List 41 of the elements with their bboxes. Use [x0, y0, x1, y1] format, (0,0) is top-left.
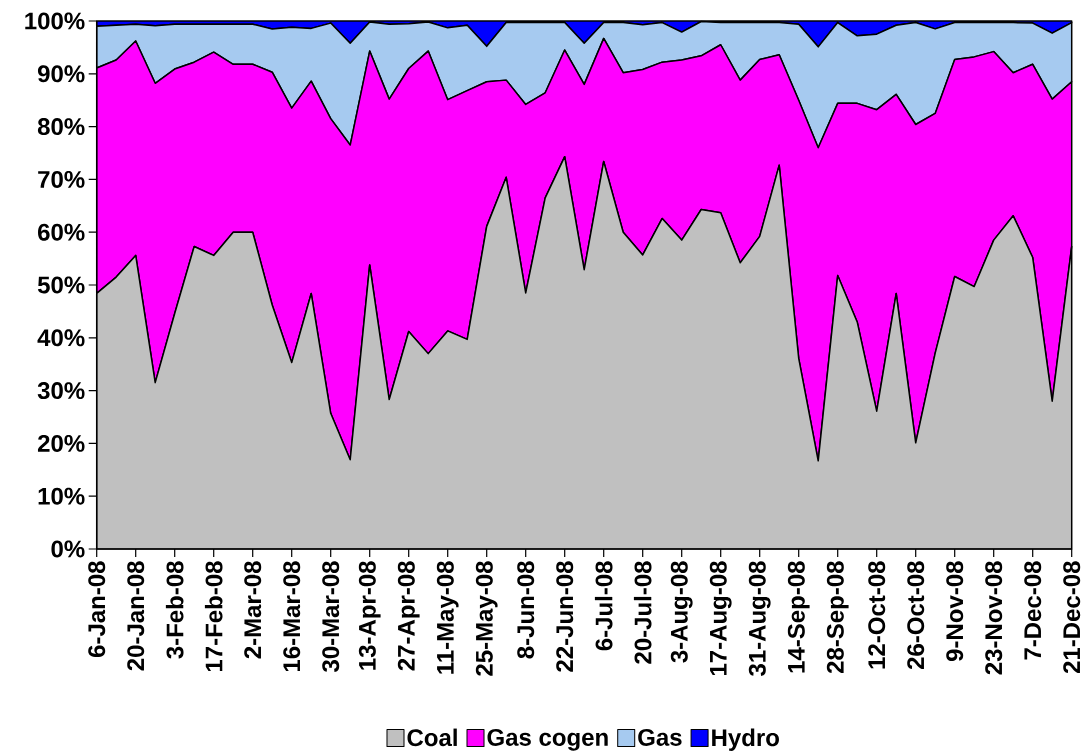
legend-label: Gas cogen [487, 728, 608, 751]
x-tick-label: 3-Feb-08 [165, 561, 184, 659]
x-tick-label: 6-Jul-08 [594, 561, 613, 651]
x-tick-label: 7-Dec-08 [1024, 561, 1042, 660]
x-tick-label: 17-Aug-08 [709, 561, 732, 676]
x-tick-label: 3-Aug-08 [670, 561, 693, 663]
legend-label: Gas [638, 728, 682, 746]
x-tick-label: 23-Nov-08 [985, 561, 1003, 675]
x-tick-label: 12-Oct-08 [868, 561, 886, 669]
y-tick-label: 50% [37, 276, 85, 294]
y-tick-label: 60% [38, 223, 85, 241]
x-tick-label: 26-Oct-08 [907, 561, 925, 670]
legend-label: Hydro [712, 728, 779, 751]
x-tick-label: 31-Aug-08 [748, 561, 771, 676]
x-tick-label: 17-Feb-08 [204, 561, 223, 672]
legend-label: Coal [407, 728, 457, 747]
y-tick-label: 70% [38, 170, 85, 188]
x-tick-label: 20-Jan-08 [127, 561, 145, 671]
y-tick-label: 10% [38, 487, 85, 505]
x-tick-label: 11-May-08 [436, 561, 459, 674]
x-tick-label: 25-May-08 [475, 561, 498, 676]
y-tick-label: 80% [37, 118, 85, 136]
x-tick-label: 28-Sep-08 [826, 561, 849, 674]
y-tick-label: 40% [37, 329, 85, 347]
x-tick-label: 6-Jan-08 [88, 561, 106, 658]
x-tick-label: 14-Sep-08 [787, 561, 810, 673]
y-tick-label: 100% [25, 12, 85, 30]
x-tick-label: 8-Jun-08 [517, 561, 535, 659]
y-tick-label: 90% [37, 65, 85, 83]
x-tick-label: 27-Apr-08 [397, 561, 420, 671]
y-tick-label: 30% [37, 382, 85, 400]
x-tick-label: 13-Apr-08 [358, 561, 381, 670]
x-tick-label: 20-Jul-08 [633, 561, 652, 664]
x-tick-label: 2-Mar-08 [244, 561, 262, 659]
y-tick-label: 20% [37, 434, 85, 452]
x-tick-label: 22-Jun-08 [556, 561, 574, 672]
x-tick-label: 9-Nov-08 [946, 561, 964, 662]
x-tick-label: 21-Dec-08 [1063, 561, 1081, 674]
y-tick-label: 0% [51, 540, 85, 558]
x-tick-label: 16-Mar-08 [283, 561, 301, 672]
x-tick-label: 30-Mar-08 [322, 561, 340, 673]
